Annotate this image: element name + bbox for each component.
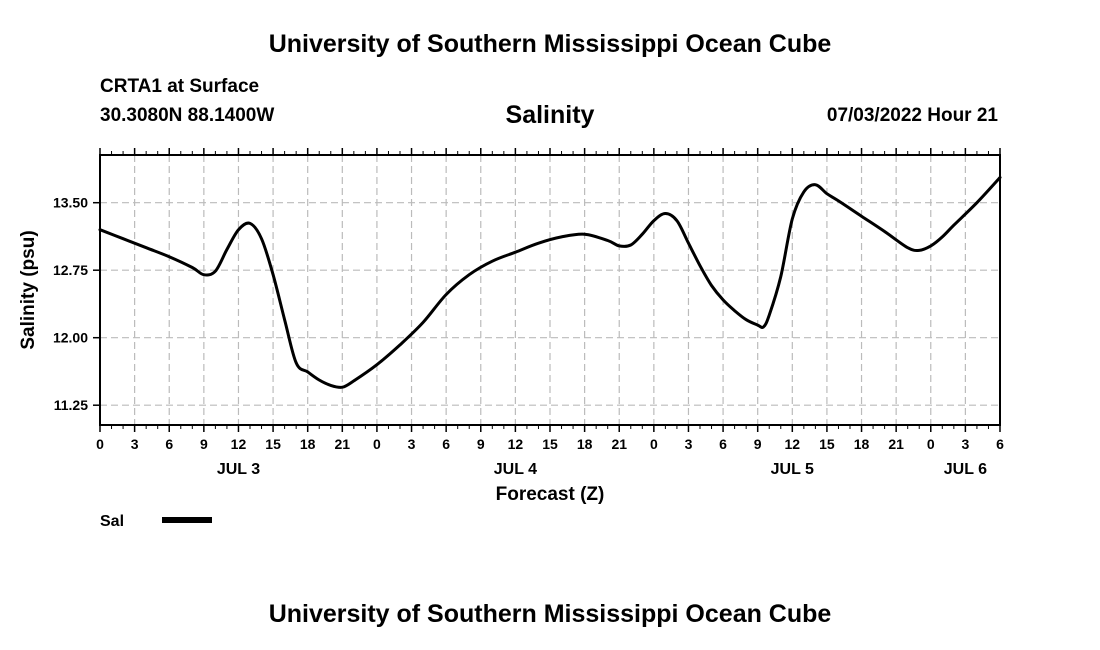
x-tick-label: 21 <box>611 436 627 452</box>
x-tick-label: 12 <box>785 436 801 452</box>
chart-page-title: University of Southern Mississippi Ocean… <box>268 30 832 58</box>
x-tick-label: 9 <box>477 436 485 452</box>
x-tick-label: 3 <box>685 436 693 452</box>
x-tick-label: 0 <box>96 436 104 452</box>
grid-lines <box>100 155 1000 425</box>
station-coordinates: 30.3080N 88.1400W <box>100 105 275 126</box>
x-tick-label: 21 <box>888 436 904 452</box>
axis-tick-labels: 0 3 6 9 12 15 18 21 0 3 6 9 12 15 18 21 0 3 6 9 12 15 18 21 0 3 6 1… <box>53 195 1004 478</box>
x-tick-label: 6 <box>165 436 173 452</box>
x-tick-label: 18 <box>854 436 870 452</box>
date-label: JUL 5 <box>771 461 814 478</box>
y-axis-label: Salinity (psu) <box>18 230 39 349</box>
x-axis-label: Forecast (Z) <box>496 484 605 505</box>
x-tick-label: 0 <box>650 436 658 452</box>
x-tick-label: 3 <box>961 436 969 452</box>
x-tick-label: 21 <box>335 436 351 452</box>
x-tick-label: 15 <box>819 436 835 452</box>
chart-title: Salinity <box>505 101 595 129</box>
y-tick-label: 12.75 <box>53 262 88 278</box>
date-label: JUL 4 <box>494 461 537 478</box>
legend-label-sal: Sal <box>100 513 124 530</box>
x-tick-label: 15 <box>542 436 558 452</box>
station-label: CRTA1 at Surface <box>100 76 260 97</box>
date-label: JUL 3 <box>217 461 260 478</box>
legend-swatch-sal <box>162 517 212 523</box>
x-tick-label: 9 <box>754 436 762 452</box>
x-tick-label: 6 <box>996 436 1004 452</box>
x-tick-label: 0 <box>373 436 381 452</box>
x-tick-label: 15 <box>265 436 281 452</box>
x-tick-label: 6 <box>719 436 727 452</box>
axis-ticks <box>93 148 1001 432</box>
y-tick-label: 12.00 <box>53 330 88 346</box>
x-tick-label: 3 <box>408 436 416 452</box>
footer-title: University of Southern Mississippi Ocean… <box>268 600 832 628</box>
y-tick-label: 13.50 <box>53 195 88 211</box>
x-tick-label: 3 <box>131 436 139 452</box>
x-tick-label: 0 <box>927 436 935 452</box>
x-tick-label: 12 <box>508 436 524 452</box>
x-tick-label: 6 <box>442 436 450 452</box>
x-tick-label: 18 <box>577 436 593 452</box>
x-tick-label: 18 <box>300 436 316 452</box>
series-line-sal <box>98 176 1002 389</box>
salinity-chart: 0 3 6 9 12 15 18 21 0 3 6 9 12 15 18 21 0 3 6 9 12 15 18 21 0 3 6 1… <box>18 148 1004 530</box>
date-label: JUL 6 <box>944 461 987 478</box>
y-tick-label: 11.25 <box>54 397 88 413</box>
x-tick-label: 9 <box>200 436 208 452</box>
x-tick-label: 12 <box>231 436 247 452</box>
forecast-datetime: 07/03/2022 Hour 21 <box>826 105 998 126</box>
